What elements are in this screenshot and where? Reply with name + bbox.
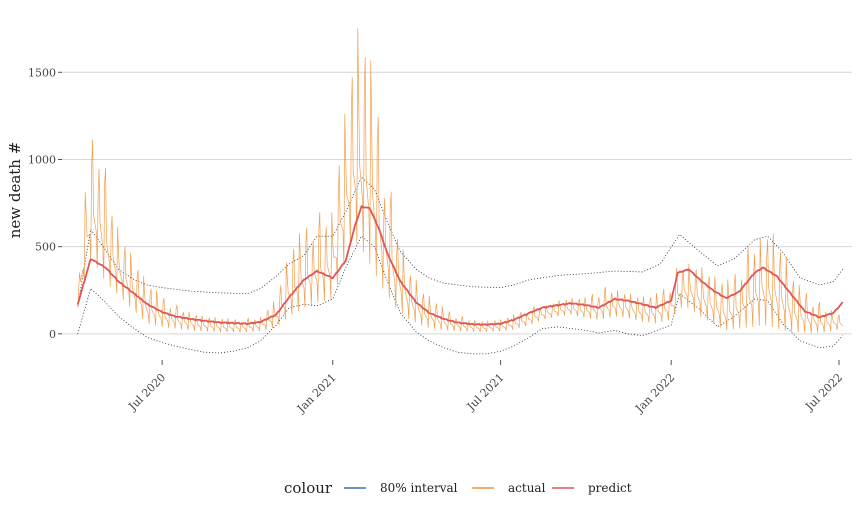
predict-series [76,205,844,326]
interval-upper-line [77,176,844,307]
interval-band-lines [77,176,844,355]
legend: colour 80% interval actual predict [284,479,632,497]
interval-lower-line [77,235,844,355]
actual-line [77,28,843,334]
x-tick-label: Jan 2021 [294,371,339,416]
y-axis-ticks: 0 500 1000 1500 [28,66,62,341]
y-tick-label: 1000 [28,153,56,166]
gridlines [62,71,852,335]
actual-series [77,28,843,334]
y-tick-label: 500 [35,241,56,254]
y-axis-title: new death # [6,142,24,239]
legend-label-1: actual [508,481,546,495]
legend-label-2: predict [588,481,632,495]
x-tick-label: Jul 2022 [802,371,845,414]
y-tick-label: 1500 [28,66,56,79]
predict-line [76,205,844,326]
x-tick-label: Jan 2022 [632,371,677,416]
x-tick-label: Jul 2020 [125,371,168,414]
x-tick-label: Jul 2021 [464,371,507,414]
x-axis-ticks: Jul 2020 Jan 2021 Jul 2021 Jan 2022 Jul 2022 [125,360,845,416]
legend-title: colour [284,479,333,497]
y-tick-label: 0 [49,328,56,341]
legend-label-0: 80% interval [380,481,458,495]
